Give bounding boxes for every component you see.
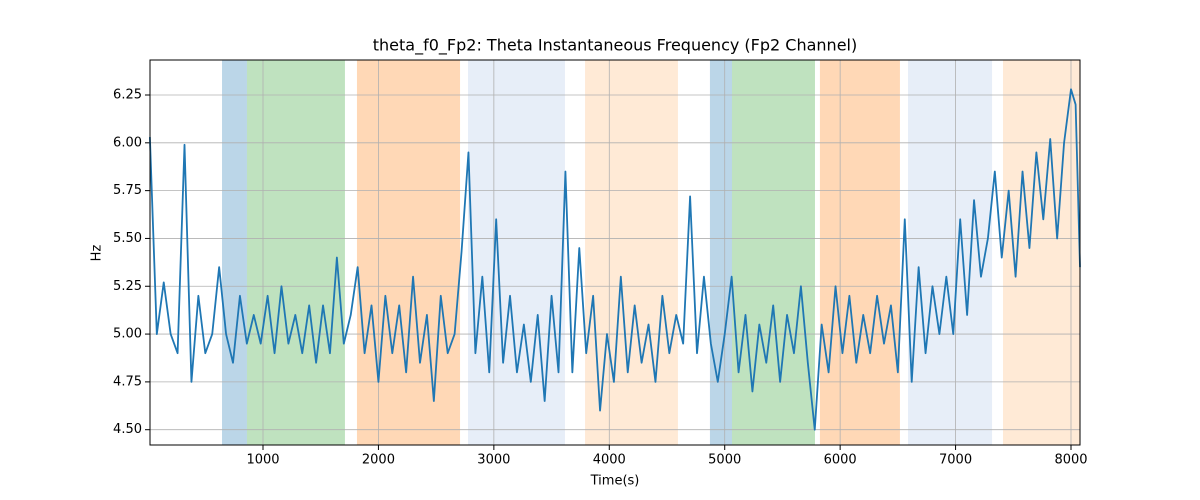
y-tick-label: 5.00 xyxy=(113,327,142,342)
y-tick-label: 6.00 xyxy=(113,135,142,150)
x-tick-label: 7000 xyxy=(939,453,972,468)
x-tick-label: 2000 xyxy=(362,453,395,468)
shaded-span xyxy=(819,60,900,445)
y-tick-label: 5.50 xyxy=(113,231,142,246)
y-tick-label: 5.25 xyxy=(113,279,142,294)
shaded-span xyxy=(1003,60,1080,445)
x-tick-label: 4000 xyxy=(593,453,626,468)
chart-title: theta_f0_Fp2: Theta Instantaneous Freque… xyxy=(373,36,857,56)
plot-frame xyxy=(149,59,1081,446)
y-axis-label: Hz xyxy=(90,245,105,262)
shaded-span xyxy=(222,60,247,445)
x-axis-label: Time(s) xyxy=(590,474,640,489)
shaded-span xyxy=(731,60,815,445)
shaded-span xyxy=(709,60,732,445)
y-tick-label: 6.25 xyxy=(113,88,142,103)
x-tick-label: 3000 xyxy=(477,453,510,468)
x-tick-label: 5000 xyxy=(708,453,741,468)
x-tick-label: 1000 xyxy=(246,453,279,468)
shaded-span xyxy=(246,60,345,445)
shaded-span xyxy=(356,60,461,445)
y-tick-label: 5.75 xyxy=(113,183,142,198)
shaded-span xyxy=(468,60,565,445)
x-tick-label: 8000 xyxy=(1054,453,1087,468)
y-tick-label: 4.50 xyxy=(113,422,142,437)
x-tick-label: 6000 xyxy=(824,453,857,468)
data-line xyxy=(148,88,1081,431)
shaded-span xyxy=(585,60,678,445)
y-tick-label: 4.75 xyxy=(113,374,142,389)
